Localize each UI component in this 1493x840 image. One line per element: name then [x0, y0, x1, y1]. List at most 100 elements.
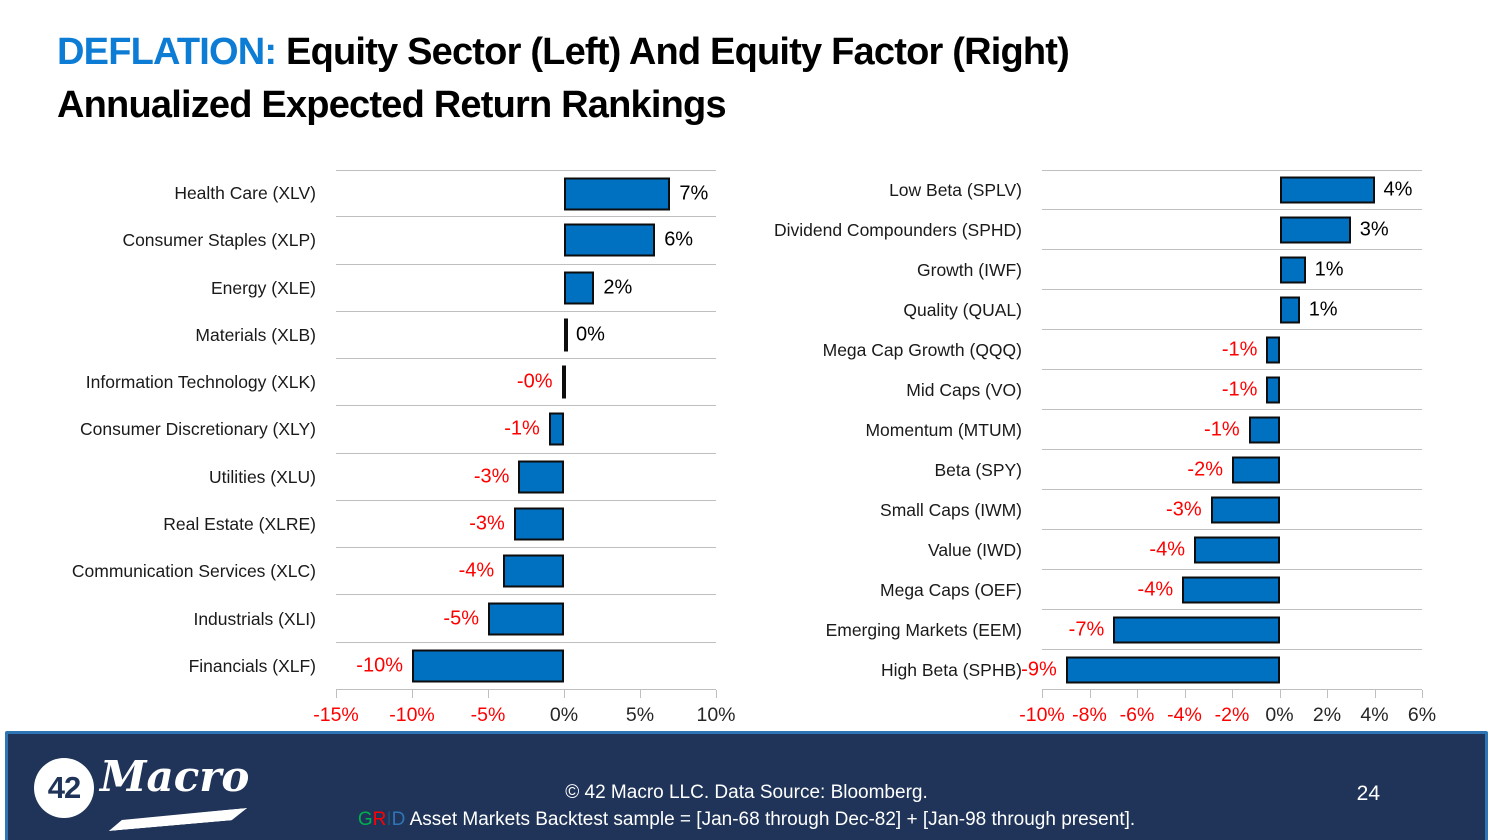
axis-tick-label: -4% [1167, 704, 1202, 726]
value-label: 1% [1308, 298, 1338, 320]
value-label: -3% [1166, 498, 1202, 520]
category-label: Beta (SPY) [934, 459, 1022, 480]
value-label: 0% [576, 323, 605, 346]
row-plot: -3% [336, 501, 716, 549]
axis-tick-mark [564, 690, 565, 698]
axis-tick-label: 0% [549, 704, 579, 726]
chart-row: Materials (XLB) 0% [40, 312, 716, 360]
chart-row: High Beta (SPHB) -9% [745, 650, 1422, 690]
category-label: Consumer Discretionary (XLY) [80, 419, 316, 440]
axis-tick-label: -10% [1019, 704, 1065, 726]
axis-tick-label: -6% [1119, 704, 1155, 726]
category-label: Health Care (XLV) [174, 183, 316, 204]
axis-tick-label: -2% [1214, 704, 1250, 726]
axis-tick-mark [1279, 690, 1281, 698]
chart-row: Utilities (XLU) -3% [40, 454, 716, 501]
row-plot: 7% [336, 170, 716, 218]
equity-factor-chart: Low Beta (SPLV) 4% Dividend Compounders (S… [745, 170, 1436, 742]
category-label: Low Beta (SPLV) [889, 179, 1022, 200]
axis-tick-mark [336, 690, 337, 698]
row-plot: -3% [336, 454, 716, 501]
axis-tick-label: 6% [1407, 704, 1437, 726]
value-bar [1279, 216, 1351, 243]
chart-row: Mega Caps (OEF) -4% [745, 570, 1422, 610]
value-label: -3% [473, 465, 510, 488]
category-label: High Beta (SPHB) [880, 659, 1022, 680]
value-bar [1279, 176, 1375, 204]
axis-tick-label: 2% [1312, 704, 1342, 726]
page-title: DEFLATION: Equity Sector (Left) And Equi… [57, 26, 1317, 132]
row-plot: 3% [1042, 210, 1422, 250]
axis-tick-mark [1422, 690, 1423, 698]
chart-row: Real Estate (XLRE) -3% [40, 501, 716, 549]
axis-tick-label: -8% [1072, 704, 1107, 726]
value-label: -5% [443, 607, 479, 630]
chart-row: Growth (IWF) 1% [745, 250, 1422, 290]
value-bar [503, 554, 564, 588]
row-plot: -2% [1042, 450, 1422, 490]
axis-tick-mark [716, 690, 717, 698]
row-plot: -9% [1021, 650, 1422, 690]
axis-tick-label: -15% [313, 704, 359, 726]
footer-backtest: GRID Asset Markets Backtest sample = [Ja… [358, 806, 1135, 833]
value-bar [1182, 576, 1280, 603]
value-label: -1% [1204, 418, 1240, 440]
axis-tick-mark [1327, 690, 1328, 698]
chart-row: Health Care (XLV) 7% [40, 170, 716, 218]
logo-swoosh [108, 808, 248, 831]
category-label: Utilities (XLU) [209, 466, 316, 487]
axis-tick-mark [1089, 690, 1091, 698]
axis-tick-label: 10% [696, 704, 736, 726]
category-label: Mid Caps (VO) [906, 379, 1022, 400]
axis-tick-mark [488, 690, 489, 698]
chart-row: Dividend Compounders (SPHD) 3% [745, 210, 1422, 250]
category-label: Real Estate (XLRE) [163, 513, 316, 534]
value-label: -0% [516, 370, 553, 393]
value-label: -9% [1021, 658, 1057, 680]
value-bar [561, 365, 566, 399]
category-label: Energy (XLE) [210, 277, 316, 298]
chart-rows: Health Care (XLV) 7% Consumer Staples (XLP… [40, 170, 716, 690]
value-bar [1113, 616, 1280, 643]
axis-tick-mark [1137, 690, 1138, 698]
value-bar [1266, 336, 1280, 363]
value-bar [513, 507, 564, 541]
category-label: Materials (XLB) [195, 324, 316, 345]
value-bar [564, 271, 595, 305]
axis-tick-label: -10% [389, 704, 435, 726]
value-bar [1210, 496, 1280, 523]
footer-copyright: © 42 Macro LLC. Data Source: Bloomberg. [565, 782, 928, 803]
page-number: 24 [1356, 782, 1380, 805]
chart-rows: Low Beta (SPLV) 4% Dividend Compounders (S… [745, 170, 1422, 690]
category-label: Value (IWD) [928, 539, 1022, 560]
axis-tick-mark [1232, 690, 1233, 698]
axis-tick-mark [1374, 690, 1376, 698]
value-bar [1266, 376, 1280, 403]
backtest-text: Asset Markets Backtest sample = [Jan-68 … [405, 809, 1136, 830]
chart-row: Information Technology (XLK) -0% [40, 359, 716, 407]
category-label: Financials (XLF) [188, 655, 316, 676]
category-label: Small Caps (IWM) [880, 499, 1022, 520]
title-line1: Equity Sector (Left) And Equity Factor (… [276, 31, 1070, 73]
chart-row: Energy (XLE) 2% [40, 265, 716, 312]
axis-tick-label: 5% [625, 704, 655, 726]
category-label: Communication Services (XLC) [71, 561, 316, 582]
row-plot: -1% [336, 406, 716, 454]
logo-macro-script: Macro [100, 752, 250, 801]
row-plot: -1% [1042, 330, 1422, 370]
category-label: Growth (IWF) [917, 259, 1022, 280]
value-bar [564, 177, 671, 211]
value-bar [412, 649, 564, 683]
value-bar [488, 602, 564, 636]
grid-letter: D [391, 809, 406, 830]
value-label: -1% [504, 417, 540, 440]
grid-word: GRID [358, 809, 406, 830]
category-label: Quality (QUAL) [903, 299, 1022, 320]
row-plot: -3% [1042, 490, 1422, 530]
value-bar [1232, 456, 1280, 483]
value-label: -7% [1068, 618, 1105, 640]
category-label: Mega Caps (OEF) [880, 579, 1022, 600]
chart-row: Consumer Staples (XLP) 6% [40, 217, 716, 265]
row-plot: -1% [1042, 410, 1422, 450]
